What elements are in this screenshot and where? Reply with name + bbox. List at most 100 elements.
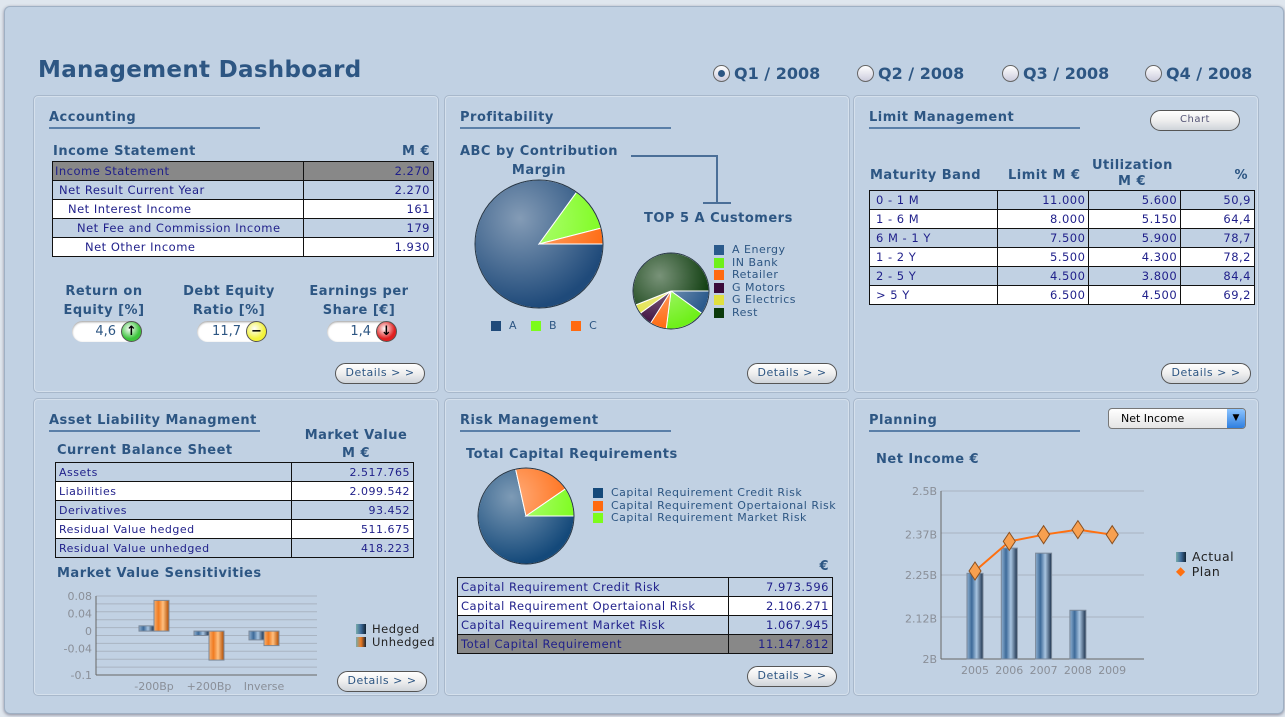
bar-unhedged bbox=[263, 630, 280, 647]
table-row: 6 M - 1 Y 7.500 5.900 78,7 bbox=[869, 228, 1255, 248]
profitability-panel: Profitability ABC by Contribution Margin … bbox=[444, 95, 850, 393]
limit-value: 6.500 bbox=[996, 285, 1090, 305]
percent-header: % bbox=[1234, 168, 1248, 183]
legend-item: A Energy bbox=[714, 243, 796, 257]
x-tick-label: 2008 bbox=[1064, 664, 1092, 677]
limit-value: 7.500 bbox=[996, 228, 1090, 248]
accounting-details-button[interactable]: Details > > bbox=[335, 363, 425, 384]
y-tick-label: -0.1 bbox=[71, 669, 92, 682]
period-radio-q2[interactable]: Q2 / 2008 bbox=[857, 64, 964, 83]
table-row: Capital Requirement Opertaional Risk 2.10… bbox=[457, 596, 833, 616]
kpi-label: Debt Equity Ratio [%] bbox=[179, 282, 279, 320]
abc-title-line2: Margin bbox=[511, 163, 567, 178]
percent-value: 84,4 bbox=[1180, 266, 1255, 286]
period-radio-q4[interactable]: Q4 / 2008 bbox=[1145, 64, 1252, 83]
radio-button[interactable] bbox=[857, 65, 874, 82]
legend-label: Rest bbox=[732, 305, 758, 319]
diamond-marker-icon: ◆ bbox=[1176, 564, 1186, 578]
planning-title: Planning bbox=[869, 413, 1080, 432]
planning-metric-dropdown[interactable]: Net Income ▼ bbox=[1108, 408, 1246, 429]
kpi-value-field: 1,4 ↓ bbox=[327, 321, 397, 342]
risk-details-button[interactable]: Details > > bbox=[747, 666, 837, 687]
y-tick-label: 2.12B bbox=[905, 613, 937, 626]
legend-item: Unhedged bbox=[356, 635, 435, 649]
legend-label: IN Bank bbox=[732, 255, 779, 269]
row-label: Capital Requirement Market Risk bbox=[457, 615, 729, 635]
y-tick-label: 2.37B bbox=[905, 529, 937, 542]
kpi-label: Return on Equity [%] bbox=[54, 282, 154, 320]
net-income-chart: 2.5B 2.37B 2.25B 2.12B 2B 2005 2006 2007 2008 200… bbox=[905, 485, 1144, 677]
radio-button[interactable] bbox=[1145, 65, 1162, 82]
kpi-value: 1,4 bbox=[350, 324, 371, 339]
utilization-value: 3.800 bbox=[1088, 266, 1182, 286]
profitability-details-button[interactable]: Details > > bbox=[747, 363, 837, 384]
row-label: Income Statement bbox=[52, 161, 304, 181]
legend-item: Actual bbox=[1176, 549, 1234, 564]
legend-item: A bbox=[491, 319, 517, 333]
x-tick-label: 2007 bbox=[1030, 664, 1058, 677]
bar-hedged bbox=[248, 630, 265, 641]
legend-item: Capital Requirement Market Risk bbox=[593, 511, 836, 525]
row-value: 93.452 bbox=[291, 500, 414, 520]
abc-chart-title: ABC by Contribution Margin bbox=[459, 142, 619, 180]
legend-label: Capital Requirement Opertaional Risk bbox=[611, 498, 837, 512]
legend-label: B bbox=[549, 319, 558, 332]
legend-item: IN Bank bbox=[714, 255, 796, 270]
y-tick-label: 2B bbox=[922, 653, 937, 666]
legend-swatch bbox=[714, 245, 724, 256]
y-tick-label: 2.25B bbox=[905, 569, 937, 582]
bar-actual bbox=[1000, 547, 1018, 660]
period-label: Q3 / 2008 bbox=[1023, 64, 1110, 83]
alm-details-button[interactable]: Details > > bbox=[337, 671, 427, 692]
trend-down-icon: ↓ bbox=[376, 321, 397, 342]
utilization-value: 5.900 bbox=[1088, 228, 1182, 248]
bar-actual bbox=[1035, 552, 1053, 660]
row-value: 2.270 bbox=[303, 161, 434, 181]
limit-details-button[interactable]: Details > > bbox=[1161, 363, 1251, 384]
legend-item: G Motors bbox=[714, 280, 796, 295]
row-label: Assets bbox=[55, 462, 292, 482]
risk-panel: Risk Management Total Capital Requiremen… bbox=[444, 398, 850, 696]
legend-swatch bbox=[356, 624, 366, 635]
table-row: Net Fee and Commission Income 179 bbox=[52, 218, 434, 238]
legend-item: G Electrics bbox=[714, 293, 796, 307]
utilization-value: 4.500 bbox=[1088, 285, 1182, 305]
income-unit: M € bbox=[401, 144, 430, 159]
limit-value: 11.000 bbox=[996, 190, 1090, 210]
legend-label: Plan bbox=[1191, 564, 1221, 579]
table-row: Net Interest Income 161 bbox=[52, 199, 434, 219]
maturity-band: 1 - 6 M bbox=[869, 209, 998, 229]
utilization-header: Utilization M € bbox=[1092, 158, 1172, 190]
row-value: 2.106.271 bbox=[728, 596, 833, 616]
period-radio-q3[interactable]: Q3 / 2008 bbox=[1002, 64, 1109, 83]
row-value: 1.067.945 bbox=[728, 615, 833, 635]
radio-button[interactable] bbox=[713, 65, 730, 82]
accounting-panel: Accounting Income Statement M € Income S… bbox=[33, 95, 439, 393]
row-label: Liabilities bbox=[55, 481, 292, 501]
maturity-band-header: Maturity Band bbox=[870, 168, 982, 183]
kpi-label-line2: Equity [%] bbox=[63, 303, 145, 318]
legend-label: G Motors bbox=[732, 280, 786, 294]
accounting-title: Accounting bbox=[49, 110, 260, 129]
percent-value: 78,2 bbox=[1180, 247, 1255, 267]
plan-point bbox=[1036, 524, 1051, 545]
dropdown-arrow-icon: ▼ bbox=[1227, 409, 1245, 428]
legend-item: Retailer bbox=[714, 268, 796, 282]
risk-unit: € bbox=[819, 559, 829, 574]
period-radio-q1[interactable]: Q1 / 2008 bbox=[713, 64, 820, 83]
bar-hedged bbox=[193, 630, 210, 636]
row-value: 7.973.596 bbox=[728, 577, 833, 597]
chart-button[interactable]: Chart bbox=[1150, 110, 1240, 131]
maturity-band: 2 - 5 Y bbox=[869, 266, 998, 286]
x-tick-label: +200Bp bbox=[187, 680, 232, 693]
y-tick-label: -0.04 bbox=[64, 643, 92, 656]
row-value: 2.517.765 bbox=[291, 462, 414, 482]
legend-label: Actual bbox=[1192, 549, 1235, 564]
legend-swatch bbox=[571, 321, 582, 332]
table-row: > 5 Y 6.500 4.500 69,2 bbox=[869, 285, 1255, 305]
percent-value: 64,4 bbox=[1180, 209, 1255, 229]
limit-value: 5.500 bbox=[996, 247, 1090, 267]
table-row: 1 - 6 M 8.000 5.150 64,4 bbox=[869, 209, 1255, 229]
radio-button[interactable] bbox=[1002, 65, 1019, 82]
legend-label: A Energy bbox=[732, 243, 786, 256]
